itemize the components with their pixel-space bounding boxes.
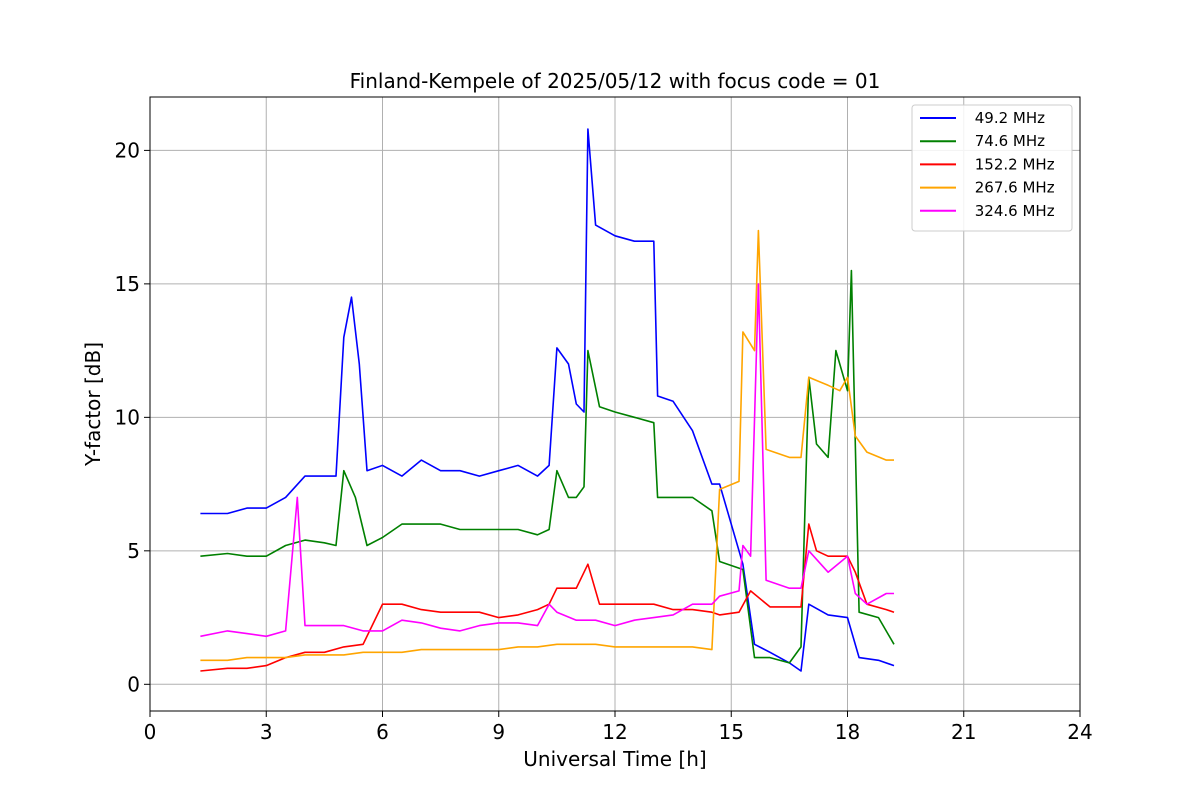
x-tick-label: 9	[492, 720, 505, 744]
legend-label-0: 49.2 MHz	[970, 109, 1045, 127]
plot-series	[200, 128, 895, 672]
legend-label-4: 324.6 MHz	[970, 202, 1055, 220]
x-tick-label: 12	[602, 720, 627, 744]
x-tick-label: 3	[260, 720, 273, 744]
legend-label-2: 152.2 MHz	[970, 155, 1055, 173]
x-tick-label: 15	[719, 720, 744, 744]
x-axis: 0 3 6 9 12 15 18 21 24	[144, 711, 1093, 744]
y-axis: 0 5 10 15 20	[115, 138, 150, 696]
chart-title: Finland-Kempele of 2025/05/12 with focus…	[350, 69, 881, 93]
y-tick-label: 5	[127, 539, 140, 563]
y-tick-label: 15	[115, 272, 140, 296]
y-axis-label: Y-factor [dB]	[81, 342, 105, 467]
y-tick-label: 10	[115, 405, 140, 429]
series-line-4	[200, 283, 894, 638]
legend: 49.2 MHz 74.6 MHz 152.2 MHz 267.6 MHz 32…	[911, 104, 1073, 232]
legend-box	[911, 104, 1073, 232]
series-line-0	[200, 128, 895, 672]
y-tick-label: 20	[115, 138, 140, 162]
x-tick-label: 18	[835, 720, 860, 744]
series-line-2	[200, 523, 895, 672]
legend-label-3: 267.6 MHz	[970, 179, 1055, 197]
legend-label-1: 74.6 MHz	[970, 132, 1045, 150]
y-tick-label: 0	[127, 672, 140, 696]
x-tick-label: 0	[144, 720, 157, 744]
x-tick-label: 21	[951, 720, 976, 744]
x-tick-label: 6	[376, 720, 389, 744]
series-line-3	[200, 229, 894, 662]
x-axis-label: Universal Time [h]	[523, 747, 706, 771]
grid	[150, 97, 1080, 711]
x-tick-label: 24	[1067, 720, 1092, 744]
